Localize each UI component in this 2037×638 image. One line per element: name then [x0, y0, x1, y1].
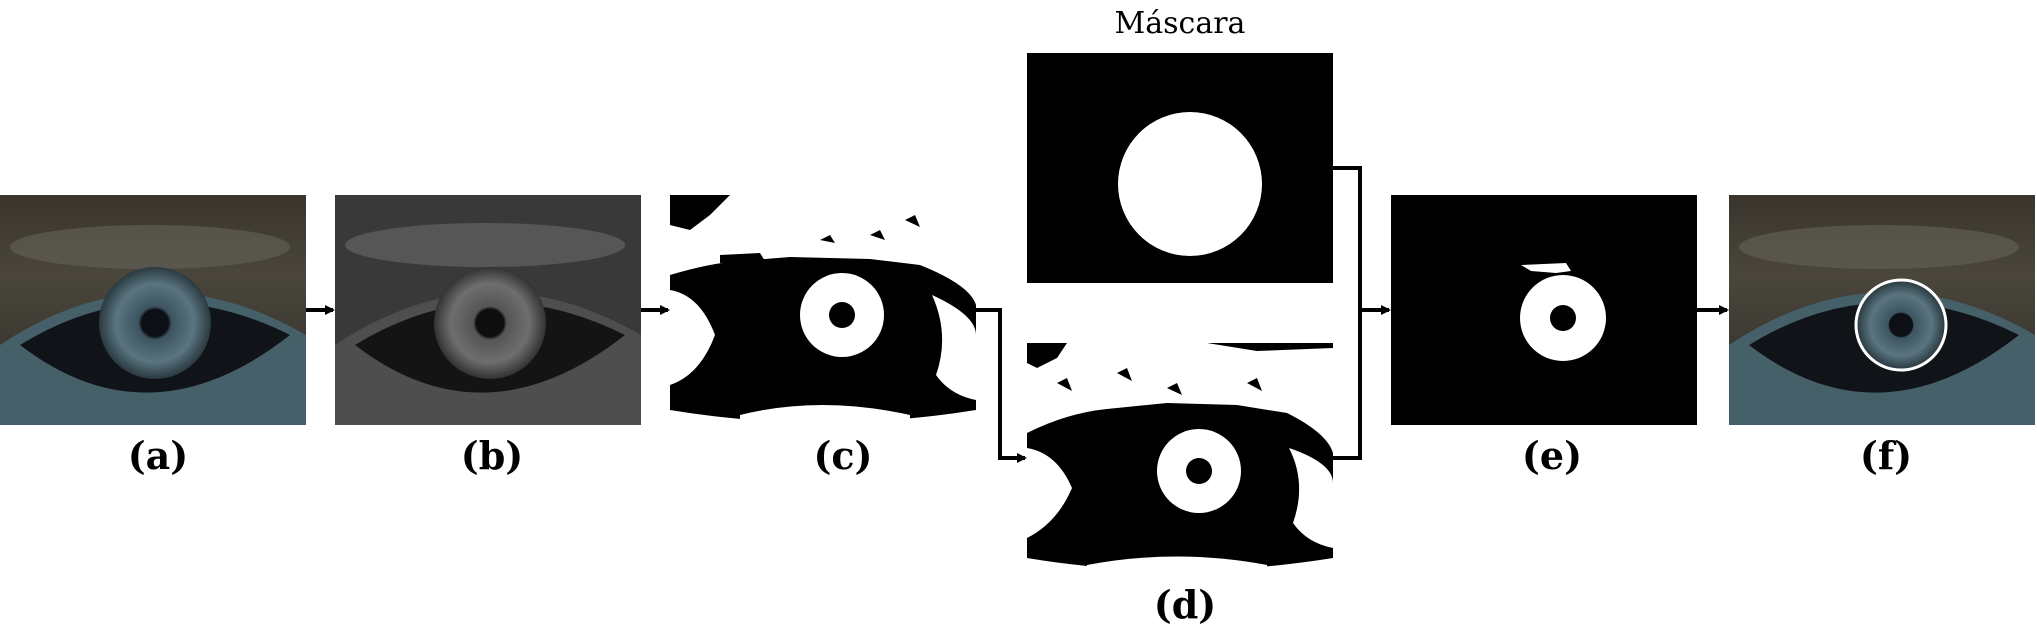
arrow-c-to-d: [976, 308, 1027, 463]
panel-e-masked-image: [1391, 195, 1697, 425]
panel-b-grayscale-image: [335, 195, 641, 425]
caption-f: (f): [1859, 433, 1913, 478]
mask-title: Máscara: [1114, 6, 1246, 41]
arrow-mask-to-e: [1333, 166, 1391, 315]
eye-binary-icon: [670, 195, 976, 425]
eye-photo-color-icon: [0, 195, 306, 425]
caption-b: (b): [460, 433, 524, 478]
eye-photo-gray-icon: [335, 195, 641, 425]
panel-d-binary-image: [1027, 343, 1333, 573]
caption-e: (e): [1521, 433, 1583, 478]
iris-detected-circle-icon: [1729, 195, 2035, 425]
panel-f-detected-image: [1729, 195, 2035, 425]
caption-d: (d): [1153, 582, 1217, 627]
caption-a: (a): [127, 433, 189, 478]
panel-c-binary-image: [670, 195, 976, 425]
pupil-iris-segment-icon: [1391, 195, 1697, 425]
arrow-d-to-e: [1333, 310, 1362, 460]
panel-a-original-image: [0, 195, 306, 425]
circular-mask-icon: [1027, 53, 1333, 283]
eye-binary-refined-icon: [1027, 343, 1333, 573]
panel-mask-image: [1027, 53, 1333, 283]
caption-c: (c): [813, 433, 873, 478]
